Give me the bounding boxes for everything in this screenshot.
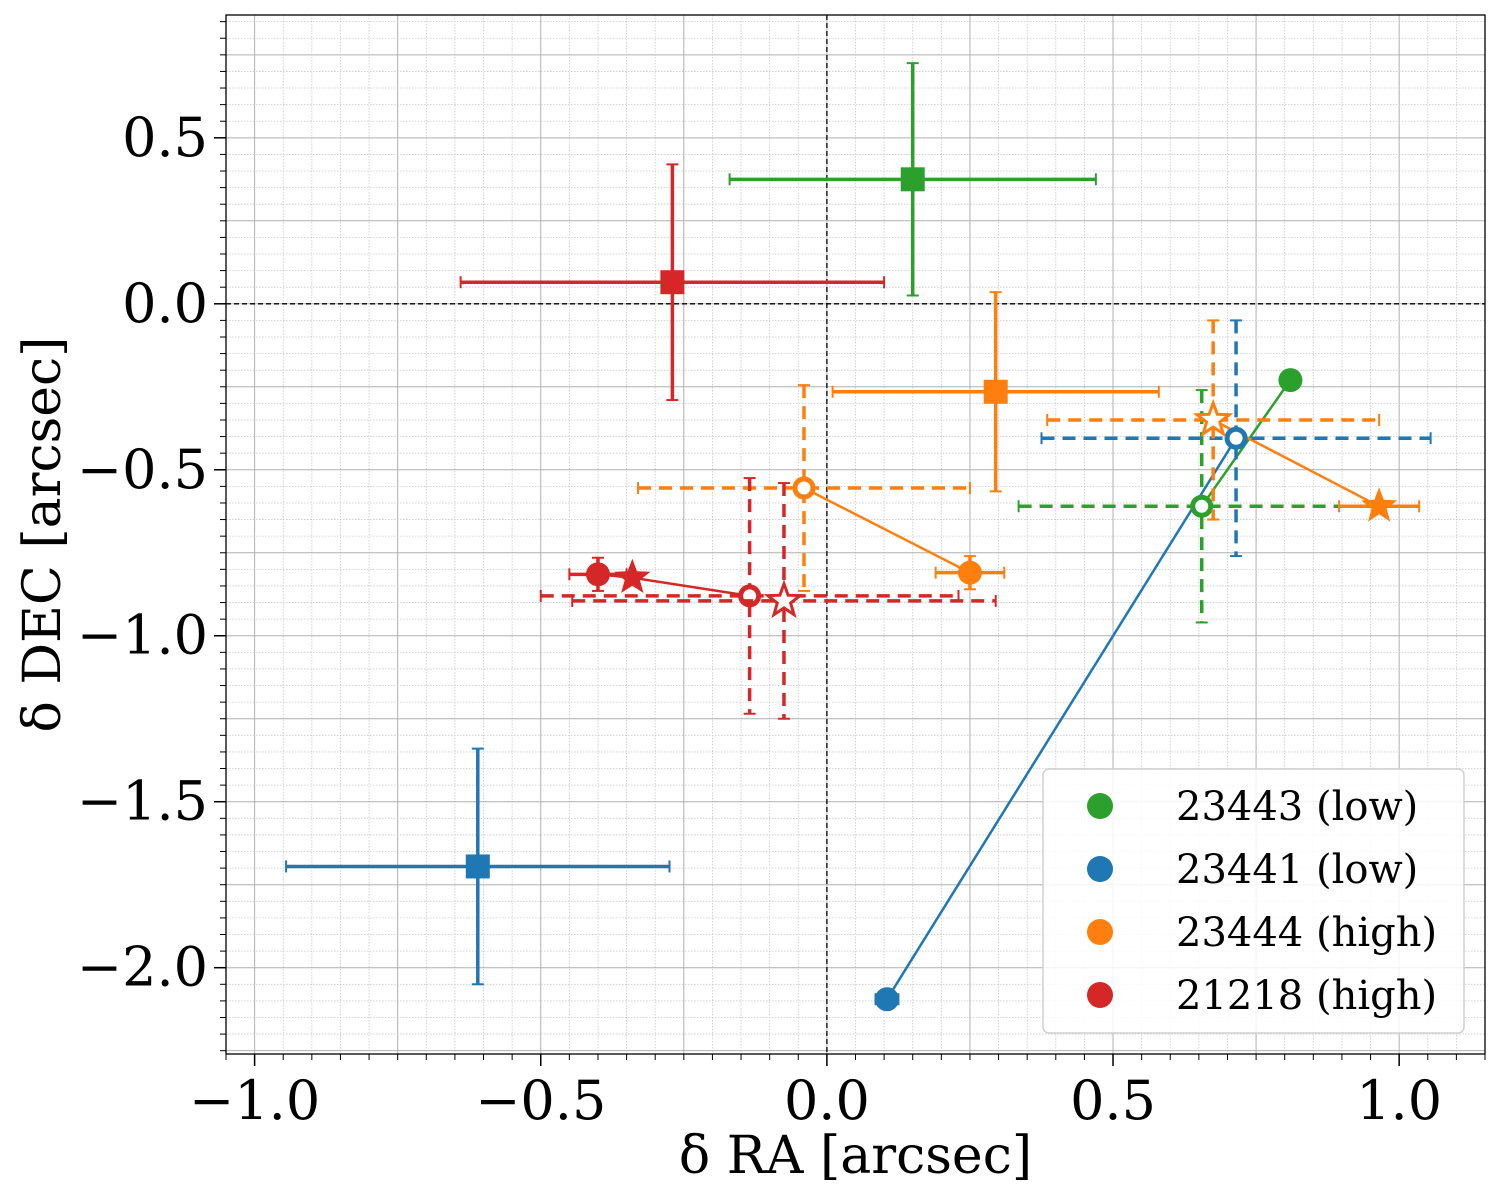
open-star-marker — [1192, 398, 1234, 438]
y-tick-label: 0.0 — [122, 272, 208, 335]
axis-ticks: −1.0 −0.5 0.0 0.5 1.0 0.5 0.0 −0.5 −1.0 −1.5 −2.0 — [77, 21, 1486, 1132]
x-tick-label: 0.5 — [1070, 1069, 1156, 1132]
series-23441 — [285, 319, 1432, 1012]
y-tick-label: −1.0 — [77, 604, 208, 667]
connection-line — [597, 573, 750, 598]
square-marker — [983, 379, 1008, 404]
x-tick-label: −0.5 — [475, 1069, 606, 1132]
reference-lines — [226, 15, 1485, 1054]
series-23444 — [637, 291, 1421, 592]
legend-marker — [1087, 793, 1113, 819]
series-23443 — [728, 62, 1386, 624]
open-star-marker — [763, 579, 805, 619]
filled-circle-marker — [585, 562, 610, 587]
square-marker — [900, 167, 925, 192]
legend-label: 21218 (high) — [1176, 973, 1437, 1019]
legend-label: 23444 (high) — [1176, 910, 1437, 956]
square-marker — [660, 270, 685, 295]
connection-line — [803, 486, 971, 574]
star-marker — [614, 558, 651, 593]
open-circle-marker — [1190, 494, 1214, 518]
y-tick-label: −0.5 — [77, 438, 208, 501]
series-21218 — [459, 163, 997, 720]
series-layer — [285, 62, 1432, 1012]
x-axis-label: δ RA [arcsec] — [679, 1126, 1032, 1186]
y-tick-label: 0.5 — [122, 106, 208, 169]
connection-line — [885, 437, 1238, 1000]
open-circle-marker — [792, 476, 816, 500]
legend-marker — [1087, 856, 1113, 882]
x-tick-label: 1.0 — [1356, 1069, 1442, 1132]
filled-circle-marker — [957, 560, 982, 585]
x-tick-label: −1.0 — [189, 1069, 320, 1132]
legend-label: 23441 (low) — [1176, 847, 1418, 893]
y-tick-label: −2.0 — [77, 936, 208, 999]
legend-marker — [1087, 982, 1113, 1008]
legend: 23443 (low) 23441 (low) 23444 (high) 21218 … — [1042, 768, 1465, 1034]
filled-circle-marker — [874, 987, 899, 1012]
legend-marker — [1087, 919, 1113, 945]
y-tick-label: −1.5 — [77, 770, 208, 833]
open-circle-marker — [1224, 426, 1248, 450]
square-marker — [465, 854, 490, 879]
x-tick-label: 0.0 — [784, 1069, 870, 1132]
y-axis-label: δ DEC [arcsec] — [13, 337, 73, 733]
filled-circle-marker — [1278, 368, 1303, 393]
legend-box — [1042, 768, 1465, 1034]
star-marker — [1361, 487, 1398, 522]
legend-label: 23443 (low) — [1176, 784, 1418, 830]
